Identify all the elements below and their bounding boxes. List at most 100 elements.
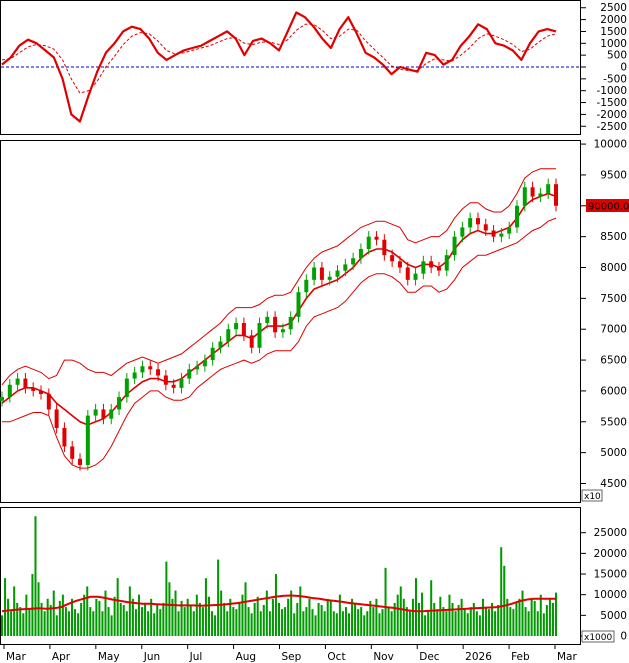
price-tick-label: 8000 — [600, 262, 627, 274]
volume-bar — [244, 582, 247, 636]
volume-bar — [186, 598, 189, 636]
candle-body — [366, 236, 371, 249]
volume-bar — [509, 607, 512, 636]
volume-bar — [265, 590, 268, 636]
volume-bar — [326, 598, 329, 636]
volume-bar — [524, 607, 527, 636]
volume-bar — [341, 611, 344, 636]
volume-bar — [427, 611, 430, 636]
volume-bar — [198, 602, 201, 636]
volume-bar — [201, 607, 204, 636]
volume-unit-box — [581, 630, 615, 643]
volume-bar — [335, 613, 338, 636]
volume-bar — [354, 602, 357, 636]
volume-bar — [323, 611, 326, 636]
macd-tick-label: 2000 — [600, 14, 627, 26]
volume-bar — [268, 611, 271, 636]
volume-bar — [180, 600, 183, 636]
volume-bar — [134, 609, 137, 636]
volume-bar — [189, 605, 192, 636]
volume-bar — [408, 611, 411, 636]
price-tick-label: 6500 — [600, 355, 627, 367]
volume-bar — [308, 598, 311, 636]
candle-body — [101, 409, 106, 419]
candle-body — [195, 366, 200, 370]
price-unit-box — [581, 489, 603, 502]
volume-bar — [530, 598, 533, 636]
volume-bar — [399, 586, 402, 636]
candle-body — [46, 394, 51, 410]
price-tick-label: 5500 — [600, 416, 627, 428]
macd-tick-label: 0 — [620, 62, 627, 74]
volume-bar — [89, 607, 92, 636]
volume-bar — [554, 592, 558, 636]
volume-bar — [4, 578, 7, 636]
volume-bar — [360, 607, 363, 636]
volume-bar — [521, 590, 524, 636]
candle-body — [202, 360, 207, 367]
candle-body — [0, 397, 4, 401]
volume-bar — [405, 607, 408, 636]
candle-body — [241, 323, 246, 336]
candle-body — [148, 366, 153, 370]
bollinger-middle-band — [1, 192, 557, 426]
volume-bar — [259, 611, 262, 636]
price-tick-label: 7000 — [600, 324, 627, 336]
macd-tick-label: 2500 — [600, 2, 627, 14]
volume-bar — [296, 602, 299, 636]
volume-bar — [381, 609, 384, 636]
candle-body — [421, 261, 426, 274]
axes: 25002000150010005000-500-1000-1500-2000-… — [3, 2, 627, 663]
candle-body — [7, 384, 12, 398]
price-panel-frame — [0, 140, 581, 503]
candle-body — [109, 409, 114, 419]
volume-bar — [542, 613, 545, 636]
price-tick-label: 10000 — [594, 139, 627, 151]
volume-bar — [122, 605, 125, 636]
candle-body — [288, 316, 293, 330]
volume-bar — [494, 611, 497, 636]
volume-bar — [25, 594, 28, 636]
volume-bar — [271, 598, 274, 636]
volume-bar — [174, 590, 177, 636]
volume-bar — [141, 607, 144, 636]
macd-signal-line — [1, 23, 557, 94]
volume-bar — [396, 594, 399, 636]
volume-bar — [10, 611, 13, 636]
volume-bar — [19, 607, 22, 636]
volume-bar — [484, 607, 488, 636]
price-tick-label: 4500 — [600, 478, 627, 490]
candle-body — [78, 458, 83, 465]
volume-bar — [235, 609, 238, 636]
volume-bar — [153, 613, 156, 636]
candle-body — [429, 261, 434, 268]
candle-body — [85, 415, 90, 465]
candle-body — [390, 255, 395, 262]
candle-body — [140, 366, 145, 373]
candle-body — [23, 378, 28, 388]
volume-bar — [147, 611, 150, 636]
volume-bar — [533, 600, 536, 636]
volume-bar — [366, 611, 369, 636]
volume-bar — [31, 574, 34, 636]
candle-body — [132, 372, 137, 379]
volume-bar — [299, 586, 302, 636]
volume-bar — [281, 609, 284, 636]
volume-bar — [500, 547, 503, 636]
volume-bar — [472, 602, 475, 636]
volume-bar — [488, 609, 491, 636]
macd-panel — [1, 11, 580, 123]
volume-bar — [171, 598, 174, 636]
volume-bar — [390, 611, 393, 636]
volume-bar — [305, 607, 308, 636]
volume-bar — [338, 594, 341, 636]
x-tick-label: Nov — [373, 651, 394, 663]
candle-body — [343, 264, 348, 271]
volume-bar — [83, 594, 86, 636]
candle-body — [468, 218, 473, 228]
macd-tick-label: -1500 — [596, 97, 627, 109]
volume-bar — [70, 598, 74, 636]
volume-bar — [347, 613, 351, 636]
candle-body — [327, 276, 332, 280]
volume-bar — [229, 598, 232, 636]
